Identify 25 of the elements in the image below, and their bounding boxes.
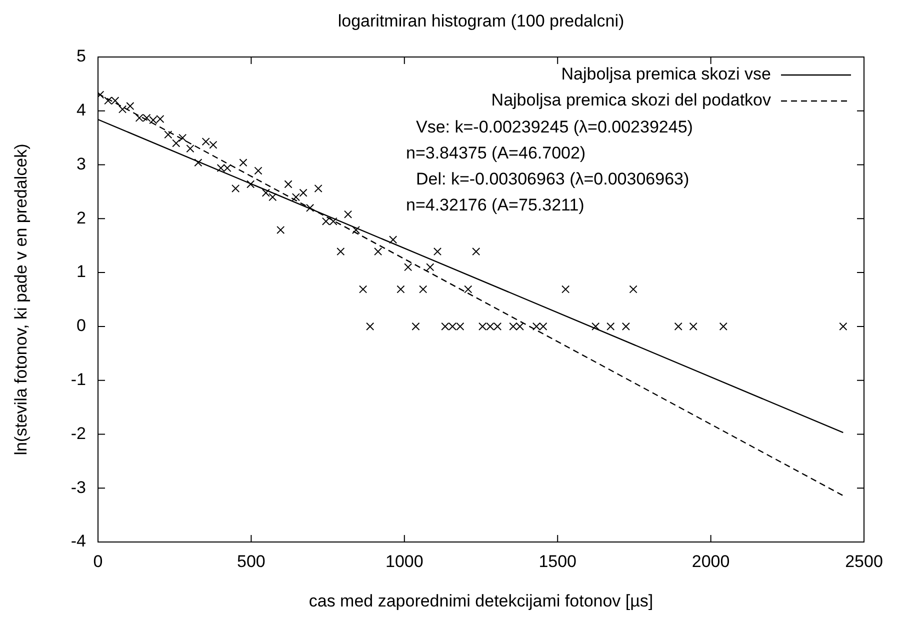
legend-label: Najboljsa premica skozi vse [561, 64, 771, 84]
y-tick-label: 4 [76, 100, 86, 120]
y-tick-label: 2 [76, 208, 86, 228]
y-tick-label: 5 [76, 46, 86, 66]
x-tick-label: 2000 [692, 552, 730, 571]
x-axis-title: cas med zaporednimi detekcijami fotonov [µs] [308, 592, 654, 611]
chart-title: logaritmiran histogram (100 predalcni) [338, 12, 624, 31]
annotation: Del: k=-0.00306963 (λ=0.00306963) [416, 170, 690, 189]
y-tick-label: 0 [76, 316, 86, 336]
legend-label: Najboljsa premica skozi del podatkov [491, 90, 772, 110]
y-tick-label: -3 [70, 478, 86, 497]
x-tick-label: 500 [237, 552, 266, 571]
y-tick-label: -2 [70, 424, 86, 443]
annotation: n=3.84375 (A=46.7002) [406, 144, 586, 163]
x-tick-label: 0 [93, 552, 103, 571]
y-tick-label: 3 [76, 154, 86, 174]
y-tick-label: -1 [70, 370, 86, 390]
annotation: n=4.32176 (A=75.3211) [406, 196, 584, 215]
x-tick-label: 1500 [538, 552, 577, 571]
x-tick-label: 2500 [845, 552, 883, 571]
annotation: Vse: k=-0.00239245 (λ=0.00239245) [416, 118, 693, 137]
y-axis-title: ln(stevila fotonov, ki pade v en predalcek) [12, 144, 31, 456]
y-tick-label: -4 [70, 532, 86, 551]
y-tick-label: 1 [76, 262, 86, 282]
x-tick-label: 1000 [385, 552, 424, 571]
